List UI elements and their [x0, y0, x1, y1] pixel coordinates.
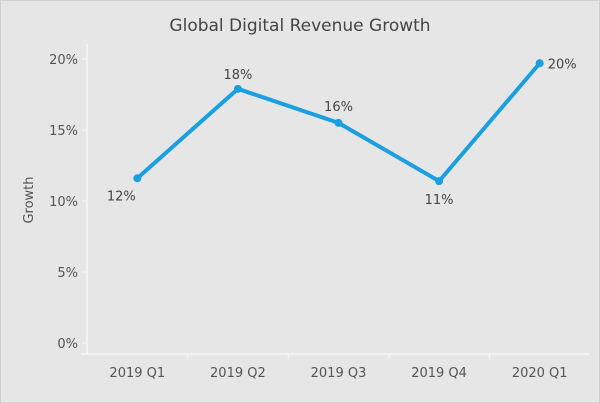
x-tick-label: 2019 Q2	[210, 366, 266, 381]
y-tick-label: 10%	[49, 195, 78, 210]
x-tick-label: 2019 Q3	[311, 366, 367, 381]
data-label: 20%	[548, 57, 577, 72]
data-point	[435, 177, 444, 186]
x-tick-label: 2019 Q1	[109, 366, 165, 381]
data-point	[133, 174, 142, 183]
data-label: 16%	[324, 100, 353, 115]
y-tick-label: 0%	[57, 337, 78, 352]
chart-title: Global Digital Revenue Growth	[169, 16, 430, 36]
y-tick-label: 15%	[49, 124, 78, 139]
data-label: 18%	[223, 68, 252, 83]
data-label: 11%	[425, 193, 454, 208]
y-tick-label: 5%	[57, 266, 78, 281]
y-axis-label: Growth	[22, 176, 37, 223]
data-point	[334, 118, 343, 127]
data-label: 12%	[107, 189, 136, 204]
x-tick-label: 2020 Q1	[512, 366, 568, 381]
data-point	[233, 84, 242, 93]
data-point	[535, 59, 544, 68]
x-tick-label: 2019 Q4	[411, 366, 467, 381]
y-tick-label: 20%	[49, 53, 78, 68]
